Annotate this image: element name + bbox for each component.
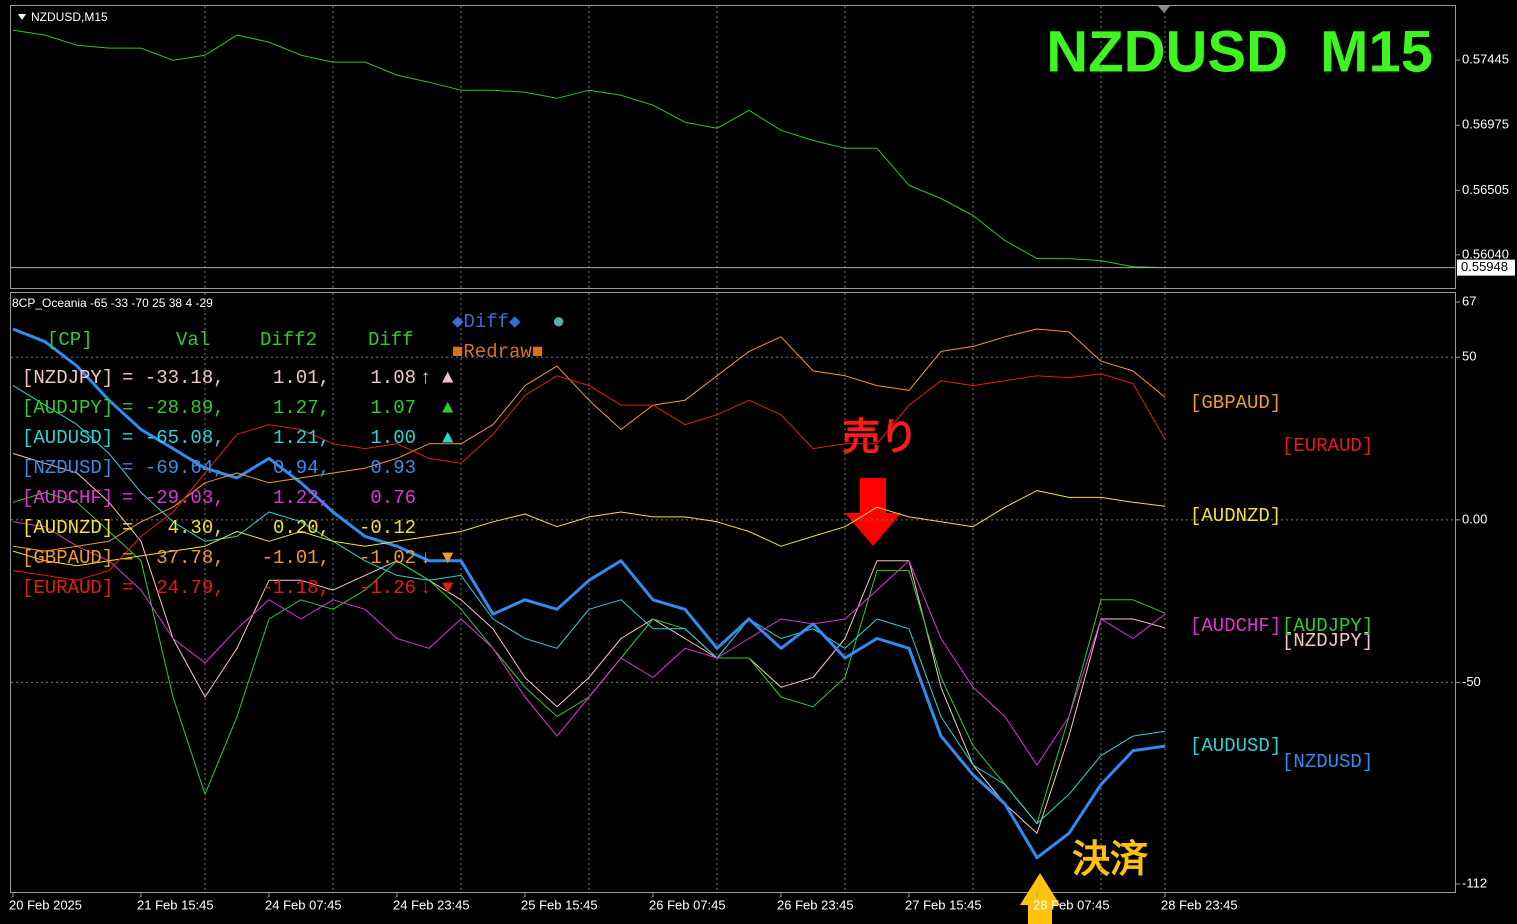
table-cell: = 37.78, [122, 547, 225, 569]
x-tick-label: 27 Feb 15:45 [905, 897, 982, 912]
current-price-label: 0.55948 [1461, 259, 1508, 274]
y-tick-label: -50 [1462, 674, 1481, 689]
table-cell: -1.01, [262, 547, 330, 569]
x-tick-label: 21 Feb 15:45 [137, 897, 214, 912]
legend-label: [GBPAUD] [1190, 392, 1281, 414]
legend-label: [AUDNZD] [1190, 505, 1281, 527]
table-cell: ▲ [442, 427, 454, 449]
legend-label: [AUDUSD] [1190, 735, 1281, 757]
table-cell: = -29.03, [122, 487, 225, 509]
price-panel [10, 5, 1456, 289]
series-line [12, 327, 1166, 860]
table-cell: ↓ [420, 547, 431, 569]
sell-arrow [845, 478, 901, 546]
table-cell: ▼ [442, 577, 454, 599]
table-cell: [NZDUSD] [22, 457, 113, 479]
y-tick-label: -112 [1462, 875, 1487, 890]
table-header: Diff2 [260, 329, 317, 351]
table-cell: 1.07 [370, 397, 416, 419]
table-header: Val [176, 329, 210, 351]
table-cell: [GBPAUD] [22, 547, 113, 569]
table-cell: ▲ [442, 367, 454, 389]
y-tick-label: 50 [1462, 349, 1476, 364]
table-cell: -1.26 [359, 577, 416, 599]
series-line [12, 373, 1166, 581]
table-cell: 0.20, [273, 517, 330, 539]
table-cell: = -69.64, [122, 457, 225, 479]
table-cell: 0.76 [370, 487, 416, 509]
y-tick-label: 67 [1462, 293, 1476, 308]
legend-label: [EURAUD] [1282, 435, 1373, 457]
x-tick-label: 20 Feb 2025 [9, 897, 82, 912]
table-cell: 1.22, [273, 487, 330, 509]
legend-label: [AUDCHF] [1190, 615, 1281, 637]
legend-label: [NZDUSD] [1282, 751, 1373, 773]
legend-label: [AUDJPY] [1282, 615, 1373, 637]
series-line [12, 385, 1166, 824]
legend-label: [NZDJPY] [1282, 630, 1373, 652]
x-tick-label: 26 Feb 23:45 [777, 897, 854, 912]
series-line [12, 521, 1166, 766]
y-tick-label: 0.56975 [1462, 117, 1509, 132]
symbol-banner: NZDUSD M15 [1046, 19, 1433, 84]
table-cell: ▼ [442, 547, 454, 569]
table-cell: = -33.18, [122, 367, 225, 389]
indicator-panel [10, 292, 1456, 893]
x-tick-label: 26 Feb 07:45 [649, 897, 726, 912]
price-line [12, 29, 1166, 269]
x-tick-label: 28 Feb 07:45 [1033, 897, 1110, 912]
table-cell: [NZDJPY] [22, 367, 113, 389]
table-header: [CP] [47, 329, 93, 351]
table-cell: ↑ [420, 367, 431, 389]
table-cell: 0.93 [370, 457, 416, 479]
table-cell: [AUDCHF] [22, 487, 113, 509]
table-cell: [AUDUSD] [22, 427, 113, 449]
x-tick-label: 28 Feb 23:45 [1161, 897, 1238, 912]
dot-button[interactable]: ● [552, 310, 565, 335]
current-price-box [1457, 259, 1515, 276]
table-cell: 1.00 [370, 427, 416, 449]
table-cell: -1.02 [359, 547, 416, 569]
table-cell: ↓ [420, 577, 431, 599]
indicator-title: 8CP_Oceania -65 -33 -70 25 38 4 -29 [12, 296, 213, 310]
y-tick-label: 0.00 [1462, 511, 1487, 526]
close-annotation: 決済 [1072, 839, 1149, 881]
y-tick-label: 0.56505 [1462, 182, 1509, 197]
table-cell: 1.01, [273, 367, 330, 389]
y-tick-label: 0.57445 [1462, 52, 1509, 67]
table-cell: 0.94, [273, 457, 330, 479]
redraw-button[interactable]: ■Redraw■ [452, 341, 543, 363]
series-line [12, 490, 1166, 567]
x-tick-label: 24 Feb 07:45 [265, 897, 342, 912]
diff-button[interactable]: ◆Diff◆ [452, 311, 521, 333]
table-cell: [AUDJPY] [22, 397, 113, 419]
x-tick-label: 25 Feb 15:45 [521, 897, 598, 912]
price-panel-title: NZDUSD,M15 [31, 10, 108, 24]
table-cell: 1.21, [273, 427, 330, 449]
y-tick-label: 0.56040 [1462, 246, 1509, 261]
table-cell: -1.18, [262, 577, 330, 599]
table-cell: ▲ [442, 397, 454, 419]
table-cell: = 4.30, [122, 517, 225, 539]
table-cell: 1.08 [370, 367, 416, 389]
table-cell: [AUDNZD] [22, 517, 113, 539]
table-cell: = -28.89, [122, 397, 225, 419]
series-line [12, 328, 1166, 552]
table-cell: = -65.08, [122, 427, 225, 449]
x-tick-label: 24 Feb 23:45 [393, 897, 470, 912]
table-header: Diff [368, 329, 414, 351]
close-arrow [1020, 873, 1060, 924]
table-cell: [EURAUD] [22, 577, 113, 599]
table-cell: 1.27, [273, 397, 330, 419]
shift-marker [1158, 6, 1170, 13]
sell-annotation: 売り [842, 417, 918, 459]
panel-menu-icon[interactable] [18, 14, 26, 20]
table-cell: -0.12 [359, 517, 416, 539]
table-cell: = 24.79, [122, 577, 225, 599]
